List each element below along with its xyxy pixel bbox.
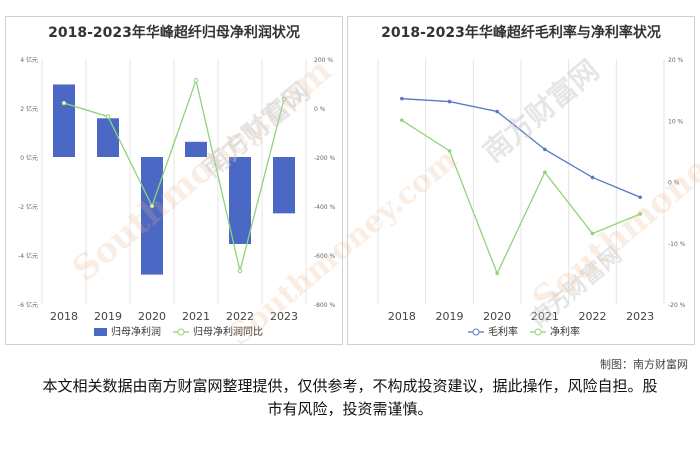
net-margin-point bbox=[638, 212, 642, 216]
y-left-tick-label: 2 亿元 bbox=[20, 105, 38, 113]
chart-title: 2018-2023年华峰超纤毛利率与净利率状况 bbox=[381, 25, 661, 41]
y-right-tick-label: 0 % bbox=[668, 180, 680, 187]
y-right-tick-label: -20 % bbox=[668, 302, 686, 309]
credit-text: 制图：南方财富网 bbox=[600, 358, 688, 371]
legend-label: 净利率 bbox=[550, 325, 580, 338]
net-margin-point bbox=[400, 118, 404, 123]
y-right-tick-label: -10 % bbox=[668, 241, 686, 248]
gross-margin-point bbox=[400, 96, 404, 101]
net-margin-point bbox=[495, 271, 499, 276]
disclaimer-text: 本文相关数据由南方财富网整理提供，仅供参考，不构成投资建议，据此操作，风险自担。… bbox=[42, 377, 658, 418]
chart-title: 2018-2023年华峰超纤归母净利润状况 bbox=[48, 25, 300, 41]
legend-label: 归母净利润同比 bbox=[193, 325, 263, 338]
legend-line-marker bbox=[534, 328, 542, 336]
gross-margin-point bbox=[543, 147, 547, 152]
y-left-tick-label: 4 亿元 bbox=[20, 56, 38, 64]
legend-bar-swatch bbox=[94, 328, 107, 336]
net-profit-chart: 4 亿元 2 亿元 0 亿元 -2 亿元 -4 亿元 -6 亿元 200 % 0 % -200 … bbox=[18, 56, 336, 338]
yoy-line bbox=[63, 77, 285, 272]
gross-margin-point bbox=[590, 175, 595, 180]
bar bbox=[185, 141, 207, 157]
bar bbox=[141, 157, 163, 275]
y-left-tick-label: -6 亿元 bbox=[18, 301, 38, 309]
legend-label: 归母净利润 bbox=[111, 325, 161, 338]
y-right-tick-label: 200 % bbox=[314, 57, 333, 64]
x-tick-label: 2018 bbox=[388, 310, 416, 323]
margin-chart: 20 % 10 % 0 % -10 % -20 % 2018 2019 2020 2021 202… bbox=[377, 57, 686, 338]
net-margin-line bbox=[401, 119, 641, 276]
y-right-tick-label: -600 % bbox=[314, 253, 336, 260]
bar bbox=[273, 157, 295, 214]
legend-label: 毛利率 bbox=[488, 325, 518, 338]
y-right-tick-label: -800 % bbox=[314, 302, 336, 309]
x-tick-label: 2018 bbox=[50, 310, 78, 323]
y-left-tick-label: -2 亿元 bbox=[18, 203, 38, 211]
yoy-point bbox=[281, 96, 287, 102]
y-right-tick-label: 10 % bbox=[668, 118, 684, 125]
yoy-point bbox=[149, 203, 155, 209]
x-tick-label: 2021 bbox=[531, 310, 559, 323]
legend-line-marker bbox=[472, 328, 480, 336]
x-tick-label: 2020 bbox=[138, 310, 166, 323]
net-margin-point bbox=[543, 170, 547, 175]
y-right-tick-label: 0 % bbox=[314, 106, 326, 113]
x-tick-label: 2023 bbox=[626, 310, 654, 323]
net-margin-point bbox=[590, 231, 595, 236]
gross-margin-line bbox=[401, 98, 641, 198]
y-right-tick-label: -400 % bbox=[314, 204, 336, 211]
yoy-point bbox=[61, 100, 67, 106]
margin-chart-panel: 2018-2023年华峰超纤毛利率与净利率状况 20 % 10 % 0 % -10 %… bbox=[347, 16, 695, 345]
yoy-point bbox=[237, 268, 243, 274]
x-tick-label: 2022 bbox=[226, 310, 254, 323]
y-right-tick-label: -200 % bbox=[314, 155, 336, 162]
bar bbox=[229, 157, 251, 244]
x-tick-label: 2020 bbox=[483, 310, 511, 323]
gross-margin-point bbox=[495, 109, 499, 114]
legend-line-marker bbox=[177, 328, 185, 336]
x-tick-label: 2023 bbox=[270, 310, 298, 323]
y-right-tick-label: 20 % bbox=[668, 57, 684, 64]
net-margin-point bbox=[447, 149, 452, 153]
yoy-point bbox=[193, 78, 199, 83]
x-tick-label: 2019 bbox=[94, 310, 122, 323]
gross-margin-point bbox=[638, 195, 642, 200]
x-tick-label: 2022 bbox=[579, 310, 607, 323]
bar bbox=[97, 118, 119, 157]
x-tick-label: 2021 bbox=[182, 310, 210, 323]
bar bbox=[53, 84, 75, 157]
gross-margin-point bbox=[447, 99, 452, 104]
y-left-tick-label: -4 亿元 bbox=[18, 252, 38, 260]
y-left-tick-label: 0 亿元 bbox=[20, 154, 38, 162]
yoy-point bbox=[105, 114, 111, 119]
x-tick-label: 2019 bbox=[436, 310, 464, 323]
net-profit-chart-panel: 2018-2023年华峰超纤归母净利润状况 4 亿元 2 亿元 0 亿元 -2 亿元 -… bbox=[5, 16, 343, 345]
